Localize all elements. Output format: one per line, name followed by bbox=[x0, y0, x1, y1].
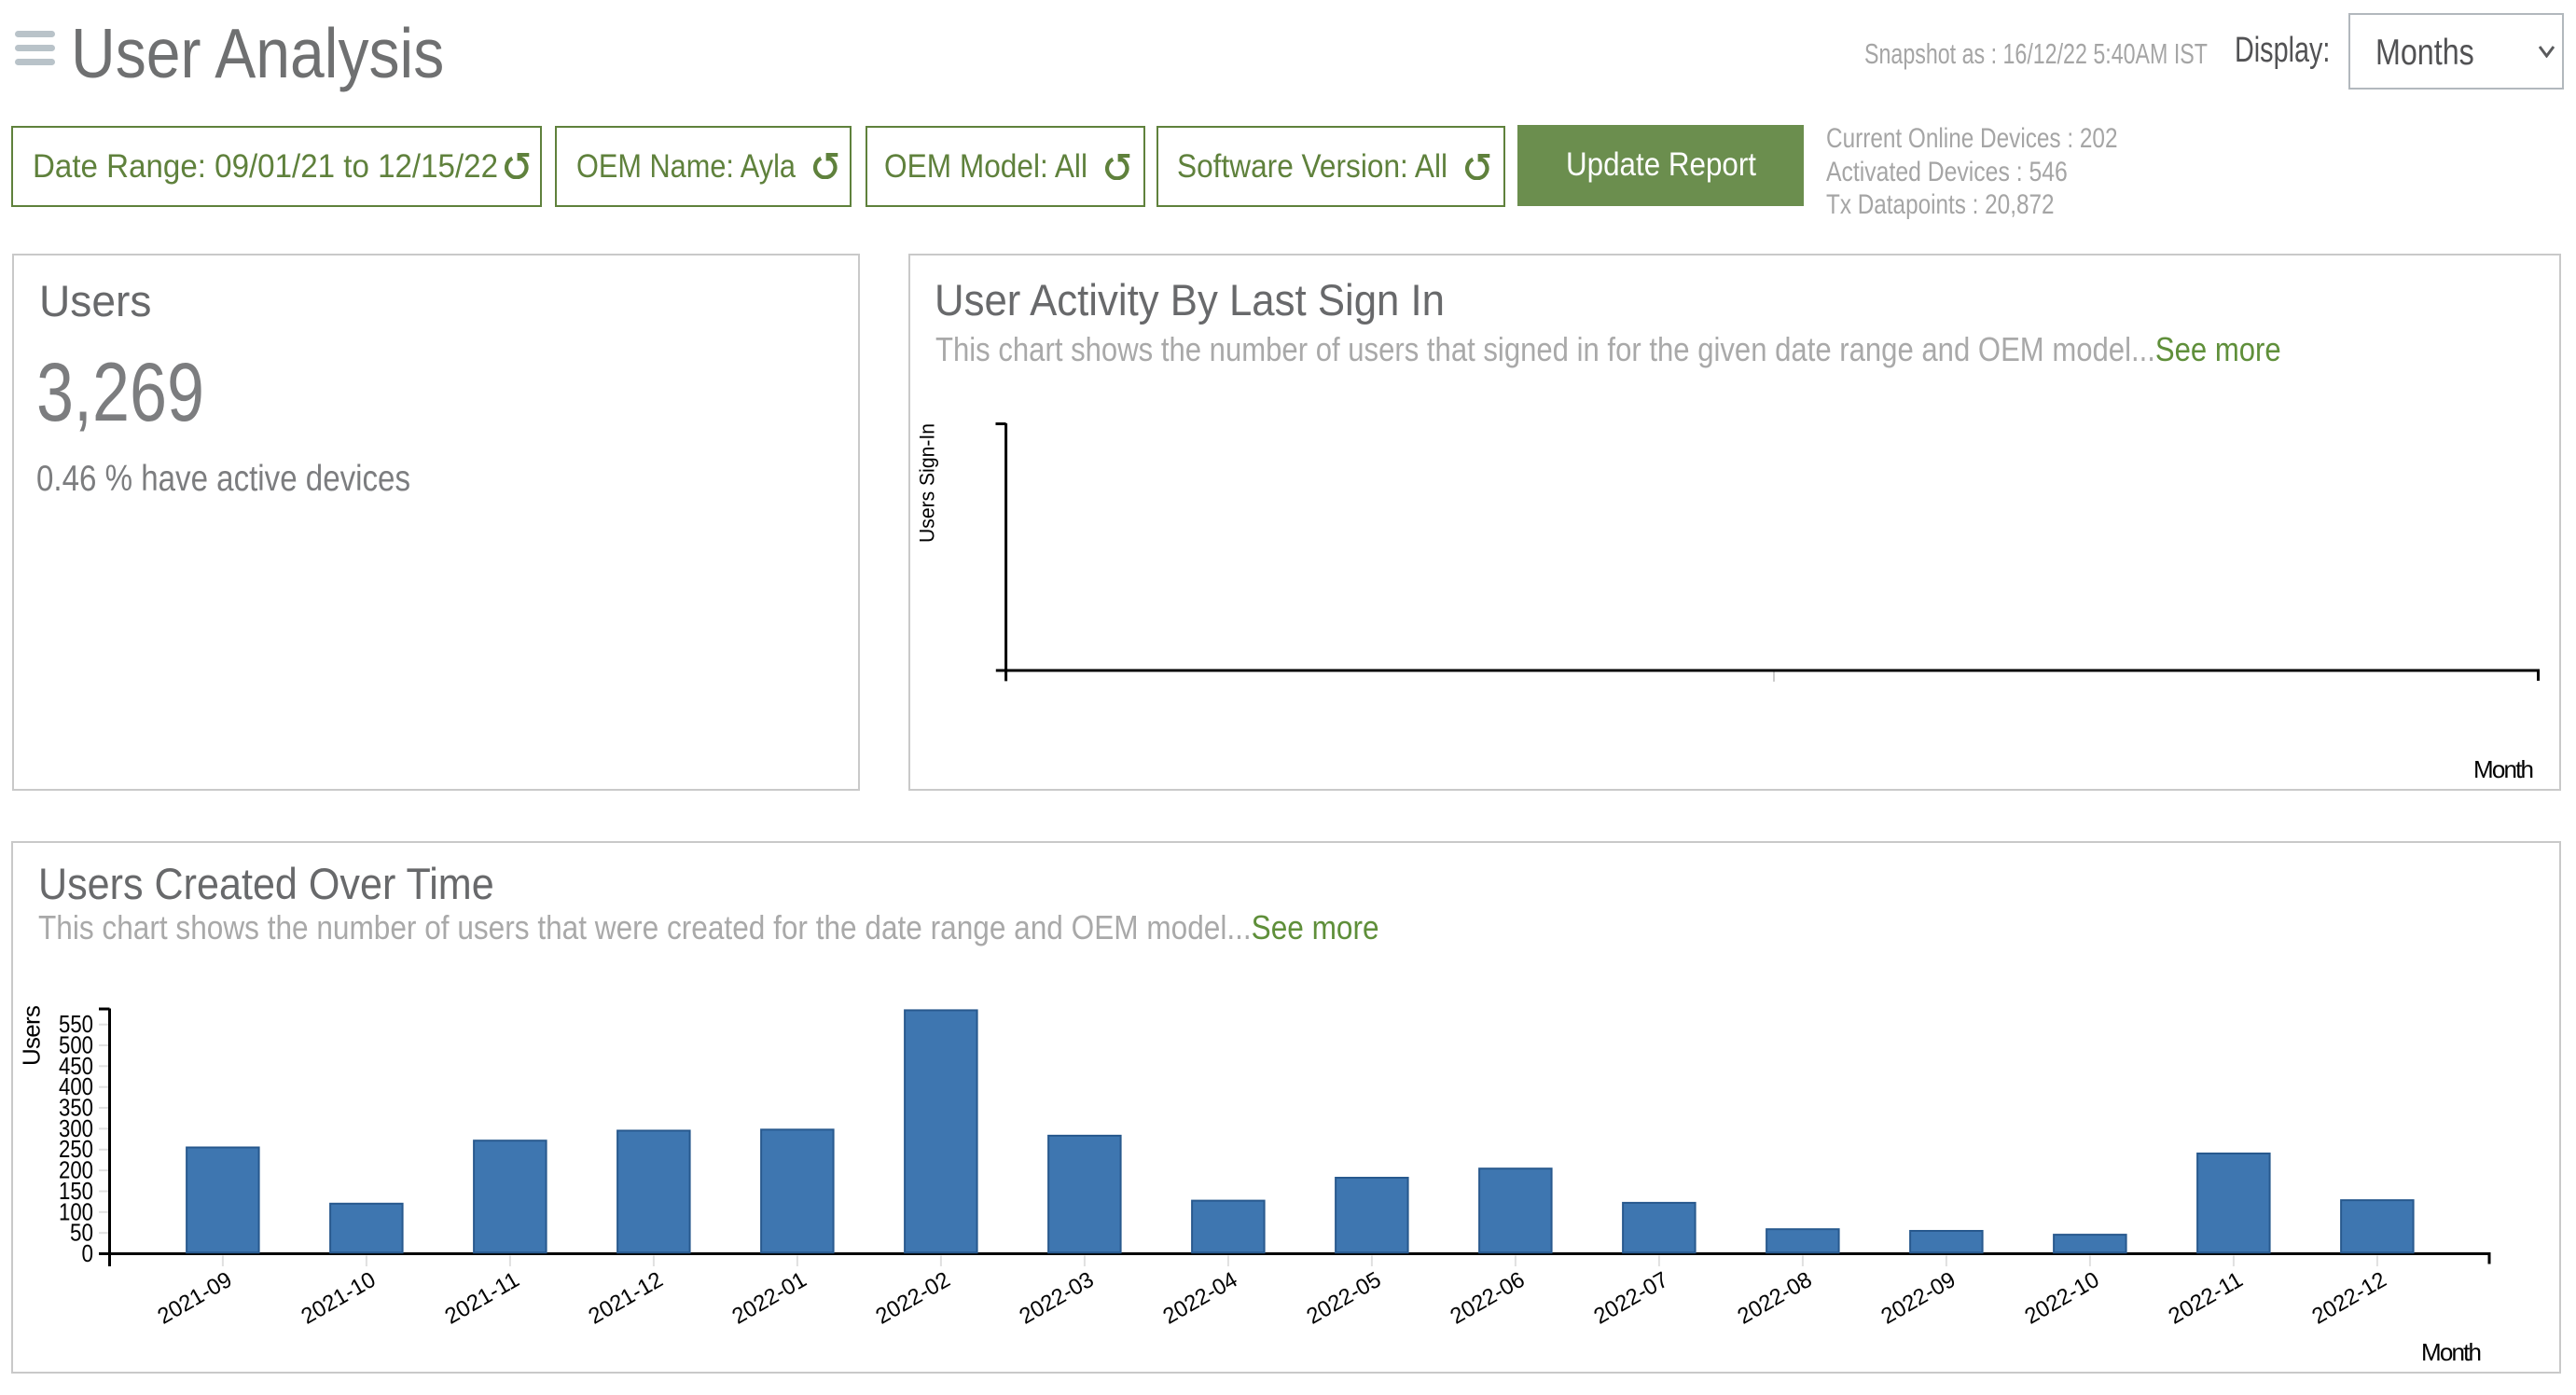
svg-text:300: 300 bbox=[59, 1114, 93, 1142]
svg-text:2022-04: 2022-04 bbox=[1159, 1267, 1242, 1330]
svg-text:2022-12: 2022-12 bbox=[2308, 1267, 2391, 1330]
svg-text:2021-12: 2021-12 bbox=[585, 1267, 668, 1330]
svg-text:400: 400 bbox=[59, 1072, 93, 1100]
svg-text:0: 0 bbox=[82, 1239, 94, 1267]
svg-text:550: 550 bbox=[59, 1010, 93, 1038]
svg-text:Month: Month bbox=[2421, 1338, 2482, 1366]
svg-text:450: 450 bbox=[59, 1052, 93, 1080]
svg-text:2022-06: 2022-06 bbox=[1447, 1267, 1530, 1330]
svg-text:100: 100 bbox=[59, 1197, 93, 1225]
svg-text:Users Sign-In: Users Sign-In bbox=[916, 423, 939, 543]
svg-text:2022-07: 2022-07 bbox=[1590, 1267, 1673, 1330]
svg-text:200: 200 bbox=[59, 1156, 93, 1184]
svg-text:50: 50 bbox=[70, 1219, 93, 1247]
svg-text:2022-02: 2022-02 bbox=[872, 1267, 955, 1330]
svg-text:2021-11: 2021-11 bbox=[441, 1267, 524, 1330]
svg-text:2022-05: 2022-05 bbox=[1303, 1267, 1386, 1330]
svg-text:2022-09: 2022-09 bbox=[1877, 1267, 1960, 1330]
svg-text:2022-10: 2022-10 bbox=[2021, 1267, 2104, 1330]
svg-text:150: 150 bbox=[59, 1177, 93, 1205]
svg-text:2022-01: 2022-01 bbox=[728, 1267, 811, 1330]
svg-text:250: 250 bbox=[59, 1135, 93, 1163]
svg-text:Users: Users bbox=[18, 1005, 46, 1066]
svg-text:Month: Month bbox=[2473, 755, 2534, 783]
svg-text:2022-03: 2022-03 bbox=[1016, 1267, 1099, 1330]
svg-text:2021-09: 2021-09 bbox=[154, 1267, 237, 1330]
svg-text:2022-08: 2022-08 bbox=[1734, 1267, 1817, 1330]
svg-text:2022-11: 2022-11 bbox=[2165, 1267, 2248, 1330]
svg-text:2021-10: 2021-10 bbox=[298, 1267, 381, 1330]
svg-text:500: 500 bbox=[59, 1031, 93, 1059]
svg-text:350: 350 bbox=[59, 1094, 93, 1122]
